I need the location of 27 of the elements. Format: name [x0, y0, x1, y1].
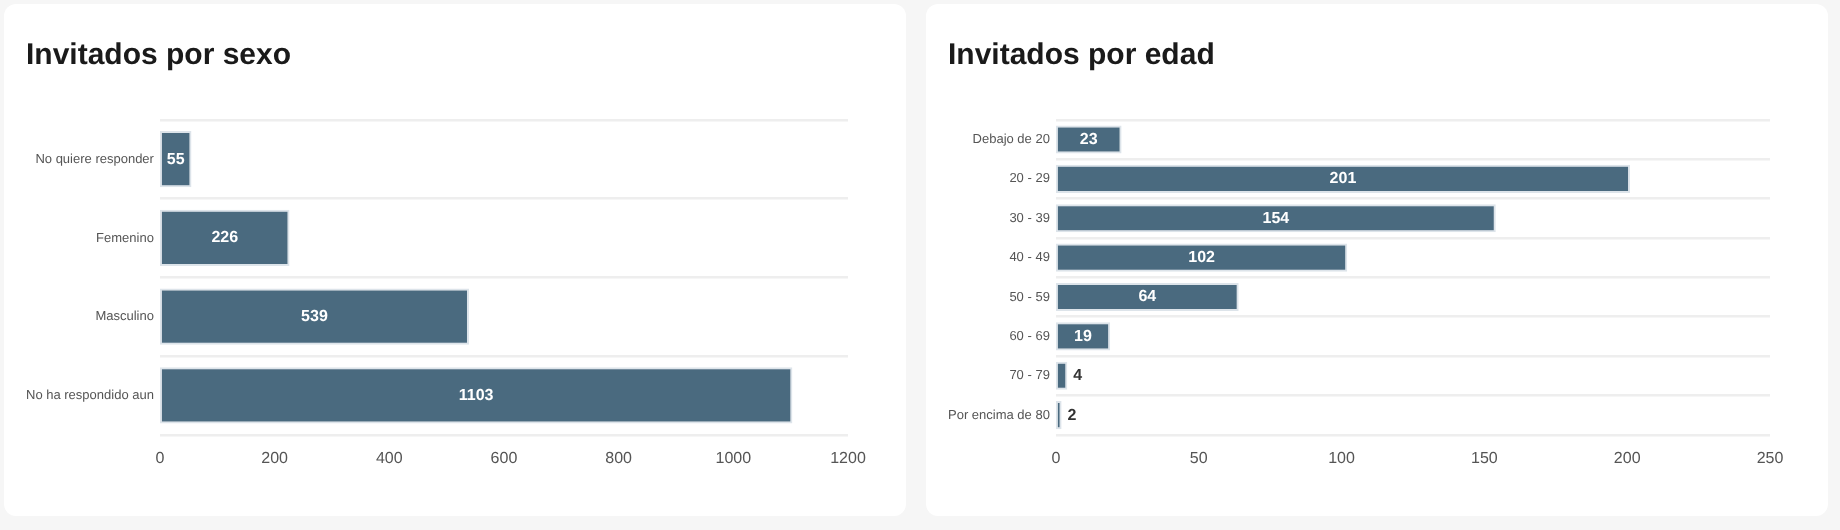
x-tick-label: 50: [1189, 448, 1209, 467]
chart-title: Invitados por edad: [948, 38, 1215, 72]
x-tick-label: 600: [490, 448, 519, 467]
data-label: 154: [1262, 208, 1291, 227]
data-label: 55: [166, 149, 186, 168]
x-tick-label: 200: [1613, 448, 1642, 467]
x-tick-label: 100: [1328, 448, 1356, 467]
data-label: 201: [1329, 169, 1358, 188]
x-tick-label: 200: [261, 448, 290, 467]
x-tick-label: 0: [1051, 448, 1062, 467]
chart-title: Invitados por sexo: [26, 38, 292, 72]
x-tick-label: 1000: [715, 448, 753, 467]
data-label: 19: [1074, 326, 1094, 345]
data-label: 4: [1073, 366, 1084, 385]
data-label: 102: [1188, 248, 1217, 267]
x-tick-label: 800: [605, 448, 634, 467]
data-label: 1103: [458, 385, 495, 404]
data-label: 539: [301, 307, 329, 326]
x-tick-label: 250: [1756, 448, 1785, 467]
x-tick-label: 150: [1471, 448, 1499, 467]
x-tick-label: 400: [375, 448, 404, 467]
data-label: 226: [211, 228, 240, 247]
data-label: 2: [1067, 405, 1078, 424]
x-tick-label: 0: [155, 448, 166, 467]
x-tick-label: 1200: [830, 448, 867, 467]
data-label: 64: [1138, 287, 1158, 306]
data-label: 23: [1079, 129, 1099, 148]
